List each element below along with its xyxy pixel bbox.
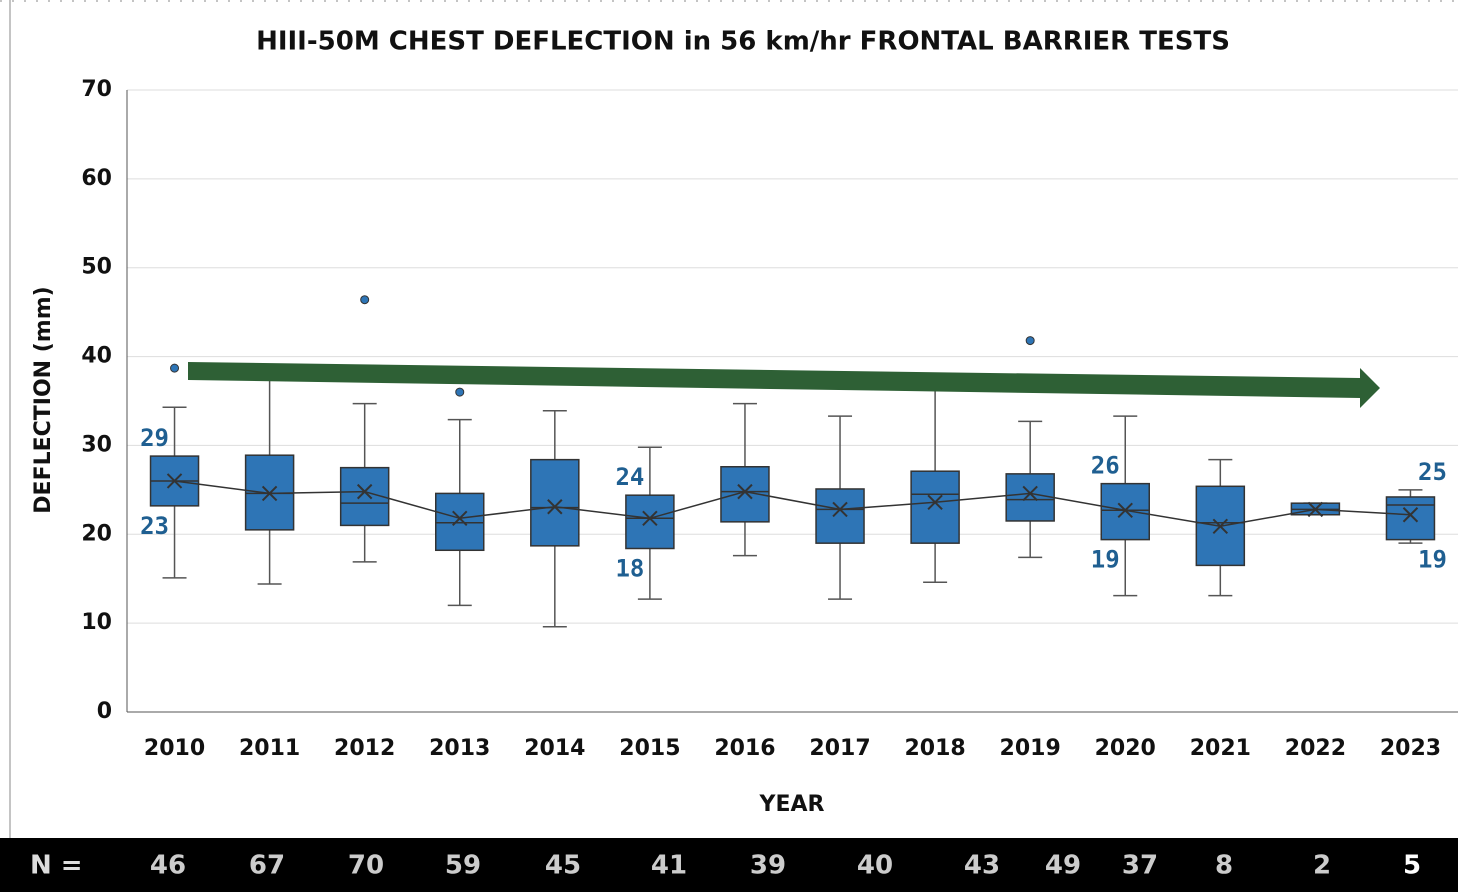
- mean-marker: [547, 499, 563, 515]
- box: [625, 494, 675, 550]
- n-count: 67: [249, 851, 285, 881]
- value-label: 19: [1418, 546, 1447, 574]
- box: [815, 488, 865, 544]
- n-band: [0, 838, 1458, 892]
- y-tick-label: 20: [81, 521, 112, 546]
- y-tick-label: 10: [81, 610, 112, 635]
- mean-line: [174, 480, 1411, 528]
- x-tick-label: 2019: [1000, 736, 1061, 761]
- y-tick-label: 0: [97, 699, 112, 724]
- y-axis-label: DEFLECTION (mm): [31, 286, 56, 513]
- n-count: 40: [857, 851, 893, 881]
- x-tick-label: 2023: [1380, 736, 1441, 761]
- value-label: 23: [140, 512, 169, 540]
- n-count: 37: [1122, 851, 1158, 881]
- x-tick-label: 2014: [524, 736, 585, 761]
- x-tick-label: 2020: [1095, 736, 1156, 761]
- mean-marker: [166, 473, 183, 489]
- n-count: 8: [1215, 851, 1233, 881]
- n-count: 2: [1313, 851, 1331, 881]
- box: [435, 492, 485, 552]
- chart-title: HIII-50M CHEST DEFLECTION in 56 km/hr FR…: [256, 27, 1230, 57]
- n-count: 45: [545, 851, 581, 881]
- x-axis-label: YEAR: [759, 792, 825, 817]
- mean-marker: [642, 510, 658, 526]
- x-tick-label: 2021: [1190, 736, 1251, 761]
- x-tick-label: 2018: [904, 736, 965, 761]
- mean-marker: [356, 483, 373, 500]
- outlier: [360, 295, 370, 305]
- n-count: 41: [651, 851, 687, 881]
- mean-marker: [1402, 507, 1419, 523]
- n-count: 39: [750, 851, 786, 881]
- n-count: 5: [1403, 851, 1421, 881]
- x-tick-label: 2017: [809, 736, 870, 761]
- x-tick-label: 2013: [429, 736, 490, 761]
- box: [530, 458, 580, 547]
- outlier: [1025, 336, 1035, 346]
- value-label: 19: [1091, 546, 1120, 574]
- box: [1005, 473, 1055, 522]
- y-tick-label: 70: [81, 77, 112, 102]
- trend-arrow: [188, 362, 1380, 408]
- box: [1385, 496, 1436, 541]
- mean-marker: [927, 494, 943, 511]
- value-label: 25: [1418, 458, 1447, 486]
- x-tick-label: 2022: [1285, 736, 1346, 761]
- x-tick-label: 2012: [334, 736, 395, 761]
- value-label: 26: [1091, 452, 1120, 480]
- mean-marker: [1022, 485, 1038, 502]
- mean-marker: [832, 501, 848, 518]
- box: [910, 470, 960, 544]
- mean-marker: [737, 483, 753, 500]
- x-tick-label: 2010: [144, 736, 205, 761]
- n-label: N =: [30, 851, 83, 881]
- value-label: 24: [615, 463, 644, 491]
- value-label: 29: [140, 424, 169, 452]
- mean-marker: [452, 510, 468, 526]
- x-tick-label: 2016: [714, 736, 775, 761]
- y-tick-label: 30: [81, 432, 112, 457]
- n-count: 59: [445, 851, 481, 881]
- y-tick-label: 60: [81, 166, 112, 191]
- n-count: 70: [348, 851, 384, 881]
- outlier: [455, 387, 465, 397]
- y-tick-label: 40: [81, 344, 112, 369]
- n-count: 43: [964, 851, 1000, 881]
- outlier: [170, 363, 180, 373]
- mean-marker: [261, 485, 278, 502]
- plot-area: 0 10 20 30 40 50 60 70 2010 29 23 2011 2012 2013 2014 2…: [81, 77, 1458, 761]
- mean-marker: [1117, 502, 1133, 519]
- n-count: 49: [1045, 851, 1081, 881]
- n-count: 46: [150, 851, 186, 881]
- value-label: 18: [615, 555, 644, 583]
- x-tick-label: 2011: [239, 736, 300, 761]
- mean-marker: [1212, 518, 1229, 534]
- y-tick-label: 50: [81, 255, 112, 280]
- x-tick-label: 2015: [619, 736, 680, 761]
- mean-marker: [1307, 501, 1324, 518]
